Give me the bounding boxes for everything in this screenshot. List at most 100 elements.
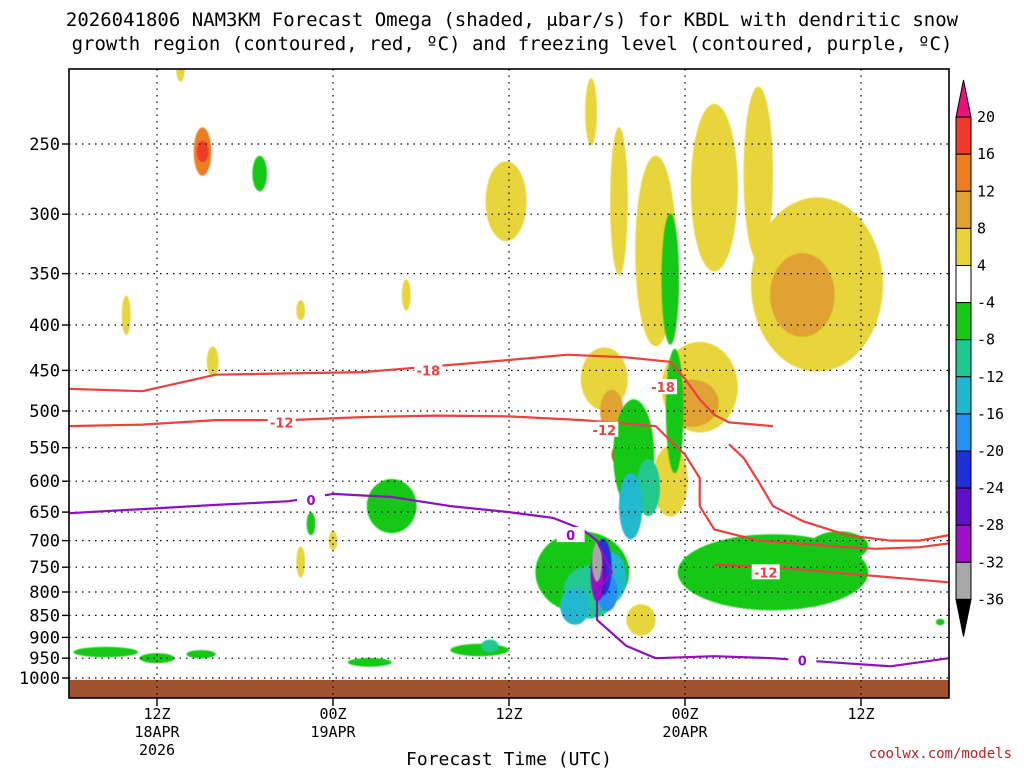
omega-blob-8: [485, 161, 527, 242]
x-tick-label-0: 12Z: [143, 705, 170, 723]
y-tick-label-650: 650: [29, 503, 60, 523]
contour-label-bg-7: [788, 652, 817, 668]
ground-surface: [69, 679, 949, 698]
omega-blob-18: [770, 253, 835, 337]
omega-blob-2: [176, 69, 185, 82]
colorbar-label-2: 12: [977, 182, 995, 200]
y-tick-label-450: 450: [29, 361, 60, 381]
contour-minus12-inner: [728, 443, 949, 542]
omega-blob-22: [626, 604, 656, 636]
omega-blob-38: [935, 618, 945, 626]
x-tick-date-0: 18APR: [134, 723, 180, 741]
colorbar-swatch-10: [955, 450, 972, 489]
chart-title-line2: growth region (contoured, red, ºC) and f…: [71, 33, 953, 55]
omega-blob-30: [450, 643, 510, 657]
contour-label-bg-5: [297, 492, 325, 507]
y-tick-label-800: 800: [29, 583, 60, 603]
contour-label-3: -12: [593, 424, 617, 439]
x-axis-label: Forecast Time (UTC): [406, 749, 612, 768]
y-tick-label-350: 350: [29, 265, 60, 285]
colorbar-label-9: -20: [977, 442, 1004, 460]
y-tick-label-700: 700: [29, 532, 60, 552]
contour-label-bg-6: [556, 527, 585, 543]
colorbar-label-1: 16: [977, 145, 995, 163]
omega-blob-32: [73, 646, 138, 658]
omega-blob-5: [206, 346, 219, 378]
omega-blob-34: [186, 650, 216, 659]
colorbar-label-8: -16: [977, 405, 1004, 423]
omega-blob-16: [743, 86, 773, 261]
colorbar-top-arrow: [955, 79, 972, 118]
colorbar-bottom-arrow: [955, 598, 972, 637]
contour-label-1: -18: [651, 381, 675, 396]
colorbar-label-11: -28: [977, 516, 1004, 534]
y-tick-label-500: 500: [29, 402, 60, 422]
x-tick-label-2: 12Z: [495, 705, 522, 723]
colorbar-swatch-11: [955, 487, 972, 526]
omega-blob-15: [690, 103, 738, 272]
omega-blob-39: [636, 459, 660, 517]
y-tick-label-850: 850: [29, 606, 60, 626]
contour-label-6: 0: [566, 529, 575, 544]
x-tick-year-0: 2026: [139, 741, 175, 759]
colorbar-swatch-8: [955, 376, 972, 415]
contour-label-bg-1: [649, 379, 677, 395]
colorbar-swatch-3: [955, 190, 972, 229]
colorbar-label-3: 8: [977, 219, 986, 237]
credit-text: coolwx.com/models: [868, 746, 1012, 762]
y-tick-label-300: 300: [29, 205, 60, 225]
x-tick-label-4: 12Z: [847, 705, 874, 723]
colorbar-swatch-1: [955, 116, 972, 155]
chart-title-line1: 2026041806 NAM3KM Forecast Omega (shaded…: [65, 9, 959, 31]
colorbar-swatch-4: [955, 227, 972, 266]
omega-blob-33: [139, 653, 175, 664]
colorbar-label-12: -32: [977, 553, 1004, 571]
y-tick-label-1000: 1000: [19, 669, 60, 689]
colorbar-label-13: -36: [977, 590, 1004, 608]
contour-label-4: -12: [754, 566, 778, 581]
omega-blob-29: [366, 479, 417, 534]
contour-label-bg-2: [267, 414, 296, 430]
contour-label-bg-3: [590, 421, 619, 437]
y-tick-label-950: 950: [29, 649, 60, 669]
x-tick-label-1: 00Z: [319, 705, 346, 723]
y-tick-label-250: 250: [29, 135, 60, 155]
omega-blob-49: [481, 639, 499, 653]
contour-label-bg-4: [751, 564, 780, 580]
omega-blob-31: [347, 657, 392, 667]
colorbar-label-4: 4: [977, 257, 986, 275]
omega-blob-1: [196, 141, 209, 163]
omega-blob-9: [585, 78, 597, 146]
colorbar-swatch-13: [955, 561, 972, 600]
omega-blob-40: [619, 472, 643, 540]
contour-label-2: -12: [270, 416, 294, 431]
colorbar-swatch-9: [955, 413, 972, 452]
x-tick-date-1: 19APR: [310, 723, 356, 741]
contour-minus18: [69, 353, 774, 428]
colorbar-label-7: -12: [977, 368, 1004, 386]
omega-blob-6: [401, 279, 411, 311]
colorbar-label-10: -24: [977, 479, 1004, 497]
contour-label-bg-0: [414, 362, 443, 378]
omega-blob-24: [328, 531, 338, 551]
colorbar-label-5: -4: [977, 294, 995, 312]
colorbar-label-6: -8: [977, 331, 995, 349]
colorbar-label-0: 20: [977, 108, 995, 126]
colorbar-swatch-7: [955, 339, 972, 378]
colorbar-swatch-5: [955, 265, 972, 304]
contour-minus12: [69, 414, 949, 550]
y-tick-label-600: 600: [29, 472, 60, 492]
y-tick-label-400: 400: [29, 316, 60, 336]
omega-blob-3: [252, 155, 267, 192]
y-tick-label-750: 750: [29, 558, 60, 578]
y-tick-label-900: 900: [29, 628, 60, 648]
contour-label-5: 0: [306, 494, 315, 509]
colorbar-swatch-2: [955, 153, 972, 192]
x-tick-label-3: 00Z: [671, 705, 698, 723]
omega-blob-48: [592, 542, 602, 582]
x-tick-date-3: 20APR: [662, 723, 708, 741]
omega-blob-23: [296, 546, 306, 578]
omega-blob-35: [306, 512, 316, 536]
omega-blob-25: [661, 213, 680, 345]
